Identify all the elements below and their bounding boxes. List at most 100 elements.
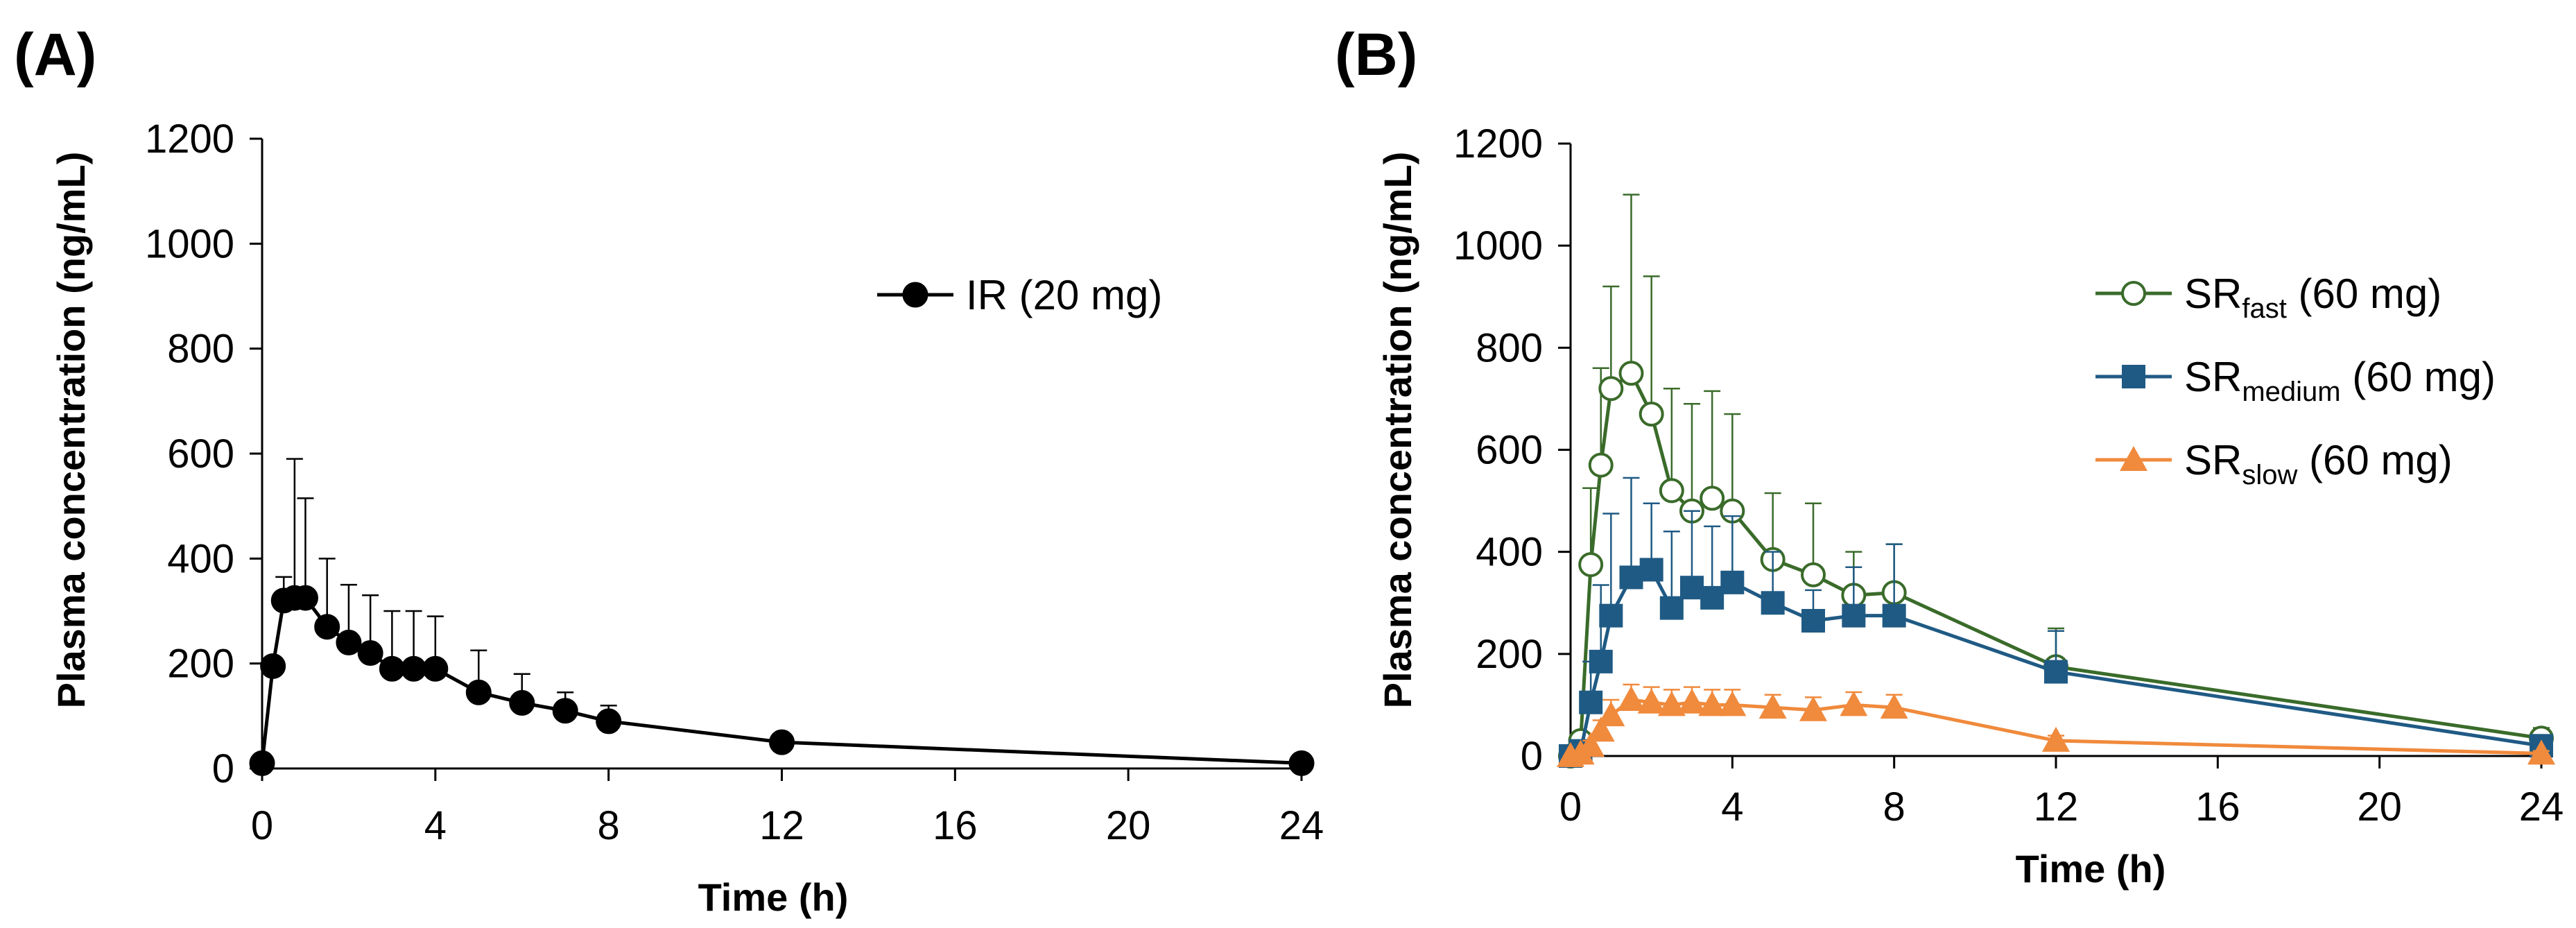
panel-b-x-tick-label: 20 <box>2357 784 2402 830</box>
panel-b-y-tick-label: 0 <box>1521 734 1543 779</box>
panel-b-legend-label-tail: (60 mg) <box>2297 437 2452 483</box>
panel-b-data-point <box>1577 732 1605 757</box>
panel-b-data-point <box>1597 701 1625 727</box>
panel-b-x-tick-label: 8 <box>1883 784 1905 830</box>
panel-a-data-point <box>1288 750 1315 776</box>
panel-b-legend-label: SRslow (60 mg) <box>2184 437 2453 490</box>
panel-a-data-point <box>465 679 492 705</box>
panel-a-y-axis-title-group: Plasma concentration (ng/mL) <box>49 152 93 709</box>
panel-b-data-point <box>1637 688 1666 714</box>
panel-a-data-point <box>249 750 275 776</box>
panel-a-x-tick-label: 20 <box>1106 803 1151 848</box>
panel-a-data-point <box>314 614 340 640</box>
panel-b-y-tick-label: 400 <box>1476 530 1543 575</box>
panel-b-legend-label: SRfast (60 mg) <box>2184 270 2441 324</box>
panel-b-data-point <box>1619 565 1643 590</box>
panel-a-data-point <box>357 640 383 667</box>
panel-b-data-point <box>1761 591 1785 615</box>
panel-a-x-tick-label: 16 <box>933 803 978 848</box>
panel-b-legend-marker <box>2121 281 2146 306</box>
panel-b-data-point <box>1599 603 1623 628</box>
panel-b-data-point <box>1840 691 1868 716</box>
panel-a-x-axis-title: Time (h) <box>698 875 849 919</box>
panel-a-y-axis-title: Plasma concentration (ng/mL) <box>49 152 93 709</box>
panel-b-x-tick-label: 16 <box>2195 784 2240 830</box>
panel-b-legend-item: SRmedium (60 mg) <box>2095 354 2496 407</box>
panel-b-data-point <box>1579 690 1603 714</box>
panel-b-legend-label-sub: slow <box>2242 460 2297 490</box>
panel-b-plot-area: 0 200 400 600 800 1000 1200 0 4 8 12 16 20 24 <box>1453 121 2564 830</box>
panel-b-data-point <box>1698 691 1727 716</box>
panel-a-y-tick-label: 200 <box>167 642 234 687</box>
panel-a-y-tick-label: 1200 <box>145 117 234 162</box>
panel-b-data-point <box>1758 694 1787 719</box>
panel-a-y-tick-label: 0 <box>212 746 234 791</box>
panel-b-data-point <box>1657 691 1686 716</box>
panel-b-data-point <box>1680 576 1704 600</box>
panel-b-data-point <box>1700 585 1724 610</box>
panel-b-series-1 <box>1559 476 2553 768</box>
panel-b-data-point <box>1639 401 1664 427</box>
panel-a-data-point <box>379 655 405 682</box>
panel-a-legend: IR (20 mg) <box>877 272 1162 318</box>
panel-b-legend-label-tail: (60 mg) <box>2287 270 2441 317</box>
panel-a-legend-label-main: IR (20 mg) <box>966 272 1162 318</box>
panel-a-legend-item: IR (20 mg) <box>877 272 1162 318</box>
panel-b-legend-label-main: SR <box>2184 354 2242 400</box>
panel-b-data-point <box>1700 486 1725 511</box>
panel-b-data-point <box>1801 609 1825 633</box>
panel-b-data-point <box>1598 376 1624 402</box>
panel-b-x-axis-title: Time (h) <box>2016 847 2166 891</box>
panel-a-y-tick-label: 600 <box>167 431 234 476</box>
panel-b-chart: (B) Plasma concentration (ng/mL) Time (h… <box>1335 22 2564 891</box>
panel-b-data-point <box>2527 739 2555 765</box>
panel-a-y-tick-label: 400 <box>167 536 234 581</box>
panel-b-legend-marker <box>2122 365 2145 388</box>
panel-a-x-tick-label: 4 <box>424 803 447 848</box>
panel-a-x-tick-label: 0 <box>251 803 273 848</box>
panel-a-legend-marker <box>902 282 928 308</box>
panel-b-data-point <box>1589 649 1613 673</box>
panel-a-data-point <box>769 729 795 755</box>
panel-b-data-point <box>1617 686 1645 712</box>
panel-a-plot-area: 0 200 400 600 800 1000 1200 0 4 8 12 16 20 24 <box>145 117 1324 848</box>
panel-b-legend-label-sub: fast <box>2242 293 2286 324</box>
panel-b-y-axis-title-group: Plasma concentration (ng/mL) <box>1376 152 1419 709</box>
panel-b-x-tick-label: 12 <box>2034 784 2079 830</box>
panel-a-data-point <box>292 585 318 611</box>
panel-a-data-point <box>336 629 362 655</box>
panel-b-data-point <box>1578 552 1604 578</box>
panel-b-data-point <box>1678 688 1706 714</box>
panel-b-legend-label-main: SR <box>2184 270 2242 317</box>
panel-b-series-2 <box>1557 683 2555 767</box>
panel-b-data-point <box>1587 716 1615 742</box>
panel-b-y-tick-label: 600 <box>1476 428 1543 473</box>
panel-b-y-tick-label: 800 <box>1476 325 1543 370</box>
panel-a-legend-label: IR (20 mg) <box>966 272 1162 318</box>
panel-b-data-point <box>1882 603 1906 628</box>
panel-b-data-point <box>1659 478 1684 504</box>
panel-a-x-tick-label: 12 <box>759 803 804 848</box>
panel-b-label: (B) <box>1335 22 1417 88</box>
panel-b-y-tick-label: 200 <box>1476 632 1543 677</box>
panel-b-y-tick-label: 1000 <box>1453 223 1543 268</box>
panel-b-legend-item: SRfast (60 mg) <box>2095 270 2441 324</box>
panel-b-data-point <box>1618 361 1644 386</box>
panel-b-data-point <box>1801 562 1826 587</box>
panel-a-series-0 <box>249 458 1315 776</box>
panel-b-y-axis-title: Plasma concentration (ng/mL) <box>1376 152 1419 709</box>
panel-b-legend-marker <box>2120 446 2147 471</box>
panel-b-data-point <box>2042 726 2070 752</box>
panel-a-data-point <box>401 655 427 682</box>
panel-a-chart: (A) Plasma concentration (ng/mL) Time (h… <box>14 22 1324 919</box>
panel-a-data-point <box>509 689 535 716</box>
panel-b-x-tick-label: 0 <box>1559 784 1582 830</box>
panel-a-y-tick-label: 1000 <box>145 221 234 266</box>
panel-b-x-tick-label: 24 <box>2519 784 2564 830</box>
panel-a-data-point <box>260 653 286 679</box>
panel-b-legend-label-tail: (60 mg) <box>2341 354 2496 400</box>
panel-b-data-point <box>1639 558 1663 582</box>
panel-b-data-point <box>1718 691 1747 716</box>
